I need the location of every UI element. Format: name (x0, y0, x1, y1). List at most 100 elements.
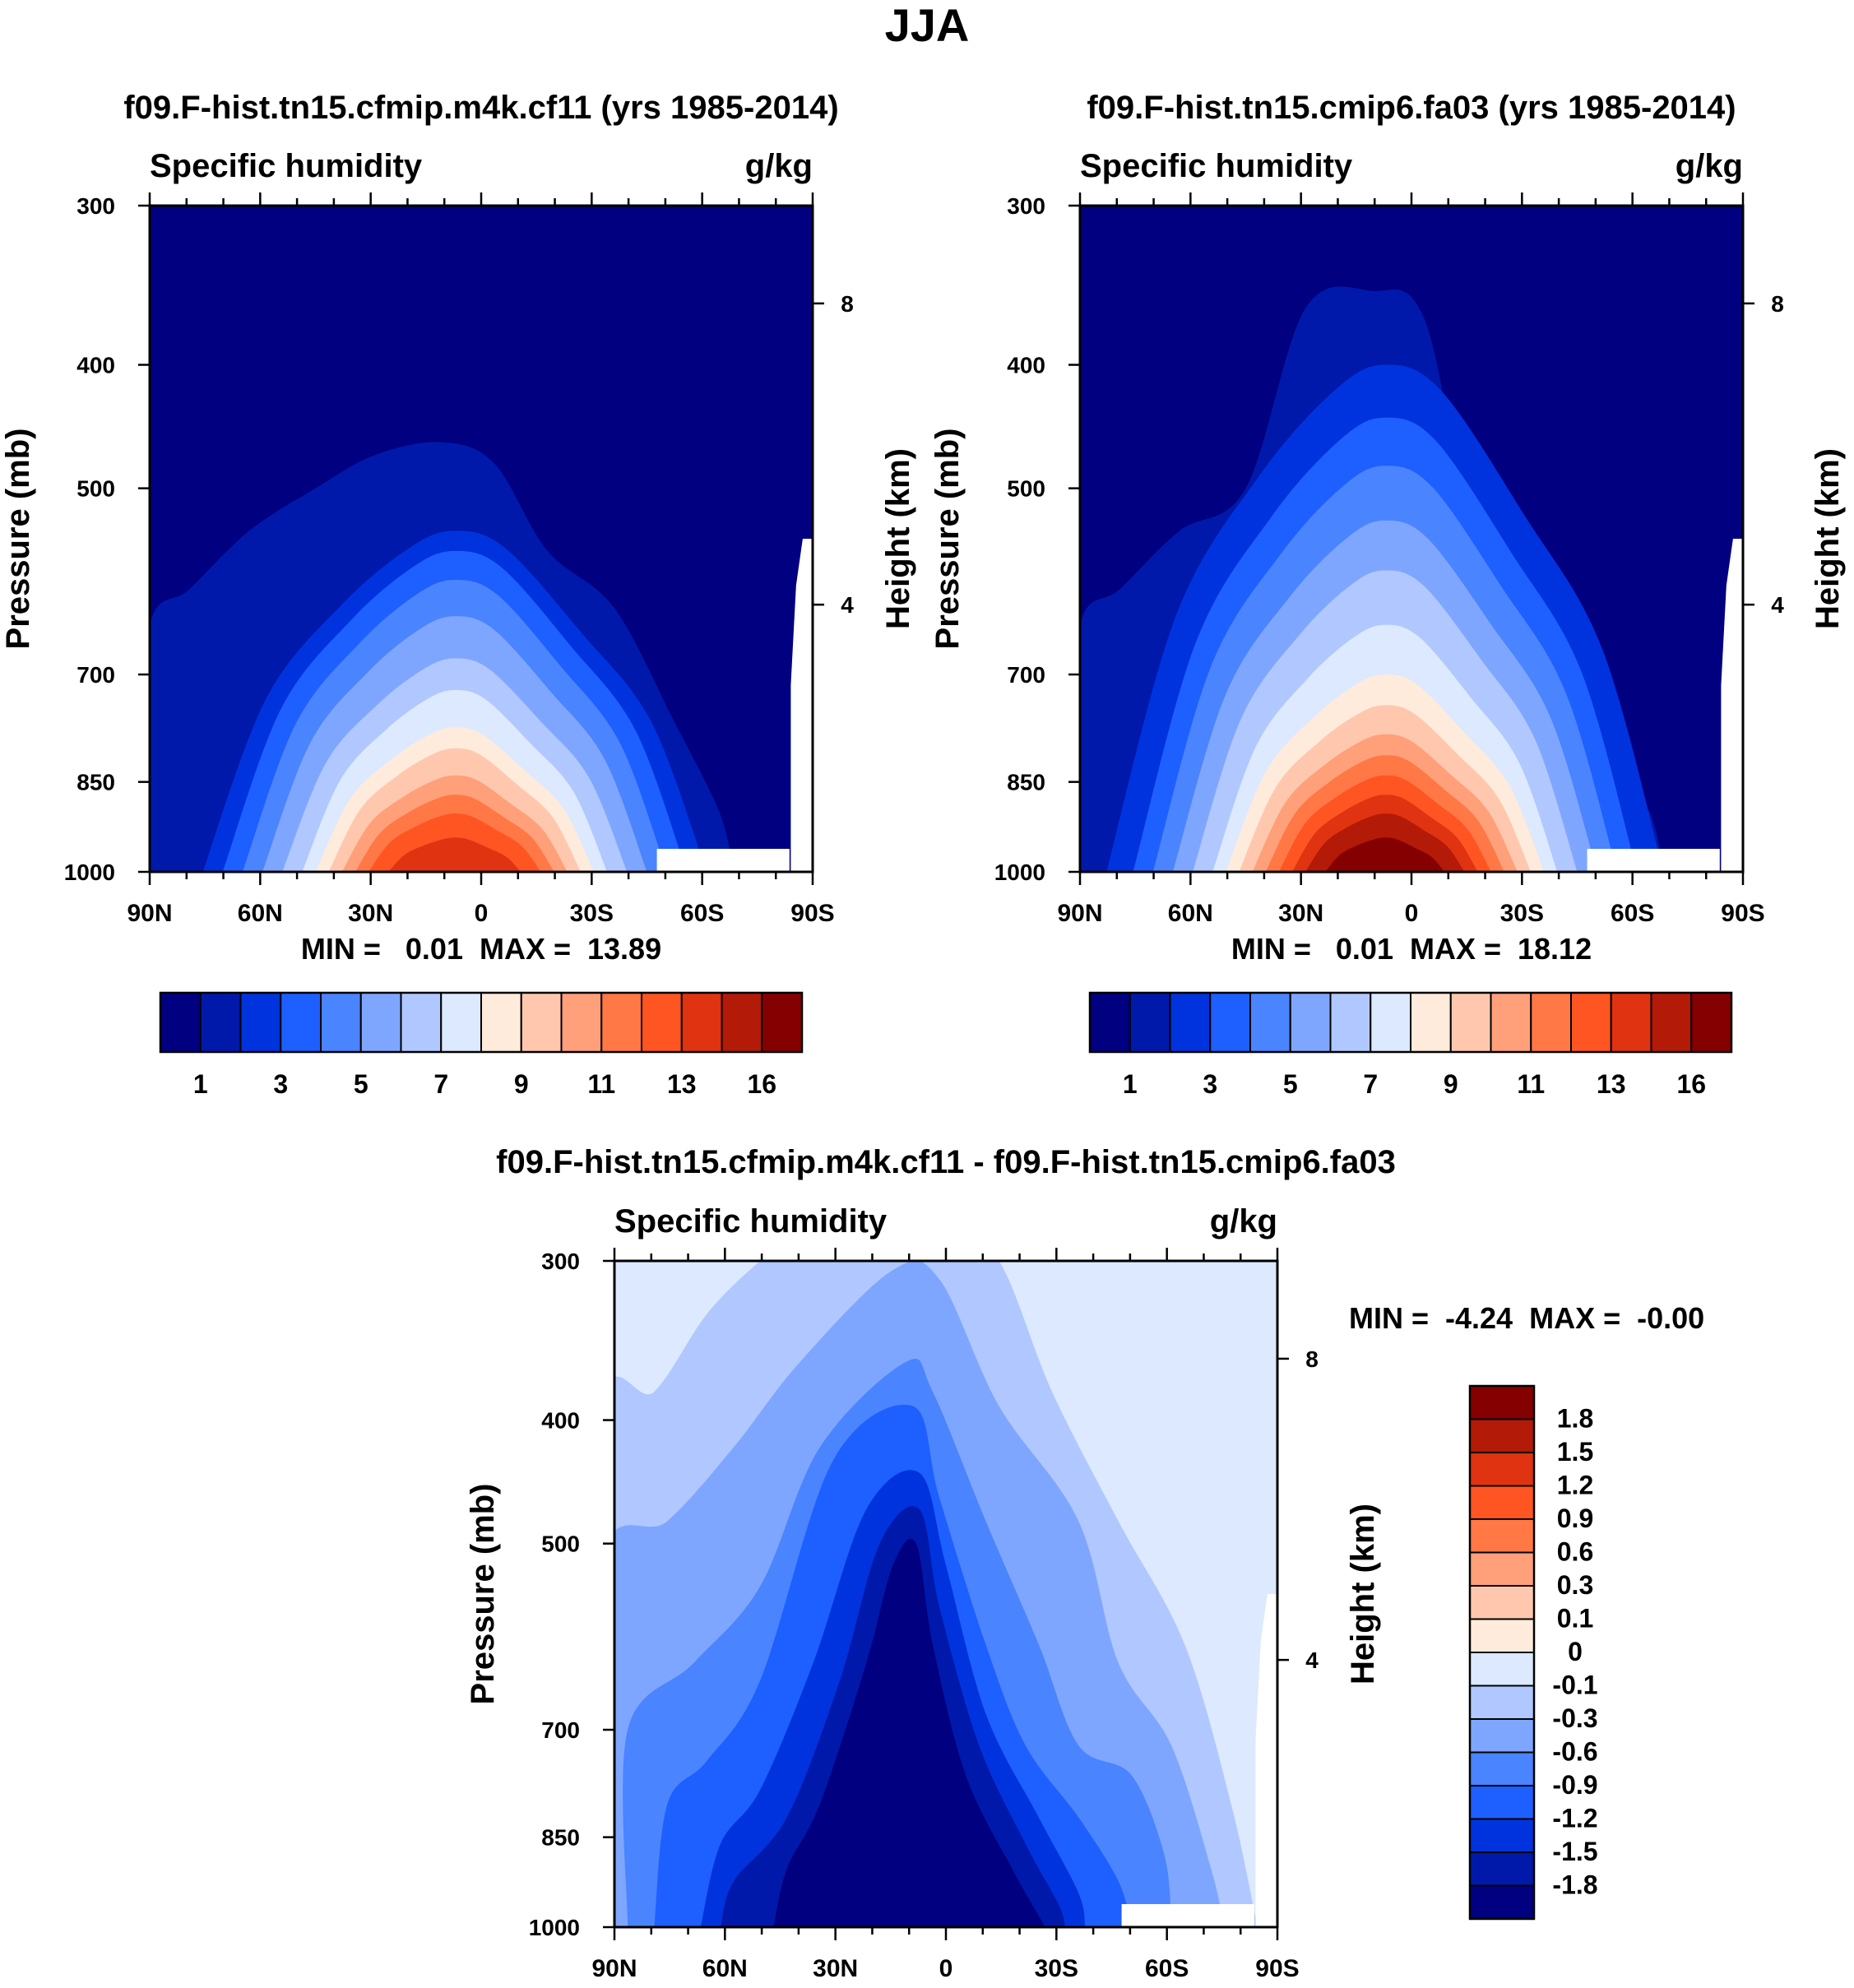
panel-2-colorbar-swatch (1490, 992, 1532, 1053)
panel-1-colorbar-swatch (520, 992, 563, 1053)
panel-3-y-tick-label: 1000 (529, 1915, 580, 1940)
panel-2-colorbar-label: 16 (1676, 1069, 1706, 1099)
panel-1-colorbar-swatch (560, 992, 603, 1053)
panel-3-x-tick-label: 60N (702, 1955, 748, 1982)
panel-1-colorbar-label: 5 (354, 1069, 368, 1099)
panel-2-contour-field (1080, 206, 1743, 872)
panel-3-colorbar-label: 1.8 (1557, 1404, 1593, 1434)
panel-1-colorbar-swatch (359, 992, 402, 1053)
panel-1-colorbar-swatch (280, 992, 322, 1053)
panel-2-colorbar-swatch (1249, 992, 1291, 1053)
panel-2-x-tick-label: 0 (1405, 900, 1419, 927)
panel-1-x-tick-label: 30S (570, 900, 614, 927)
panel-3-missing-region (1121, 1904, 1254, 1927)
panel-3-x-tick-label: 30N (813, 1955, 858, 1982)
panel-1: f09.F-hist.tn15.cfmip.m4k.cf11 (yrs 1985… (0, 90, 916, 1099)
panel-3-h-tick-label: 8 (1305, 1346, 1319, 1372)
panel-1-missing-region (656, 849, 790, 872)
panel-3-colorbar: 1.81.5 1.2 0.9 0.60.3 0.1 0 -0.1 -0.3 -0.6-0.9 -1… (1468, 1384, 1598, 1921)
panel-3-colorbar-swatch (1469, 1618, 1535, 1653)
panel-1-colorbar-label: 7 (433, 1069, 448, 1099)
panel-1-colorbar-swatch (160, 992, 202, 1053)
panel-1-h-tick-label: 8 (841, 291, 854, 317)
panel-2-x-tick-label: 30S (1500, 900, 1544, 927)
panel-2-y-tick-label: 700 (1007, 662, 1045, 688)
panel-1-colorbar-label: 16 (747, 1069, 776, 1099)
panel-3-colorbar-swatch (1469, 1385, 1535, 1420)
panel-2-x-tick-label: 90S (1721, 900, 1764, 927)
panel-2-colorbar-swatch (1530, 992, 1572, 1053)
panel-2-colorbar-swatch (1650, 992, 1693, 1053)
panel-2-x-tick-label: 60S (1611, 900, 1654, 927)
panel-3-ylabel: Pressure (mb) (465, 1484, 501, 1705)
panel-2-axes: 90N 60N 30N 0 30S 60S 90S 300 400 500 700 850 1000 8 4 (994, 192, 1784, 927)
panel-1-level-13 (388, 837, 521, 872)
panel-1-colorbar-swatch (480, 992, 522, 1053)
panel-3-y-tick-label: 300 (541, 1249, 580, 1274)
panel-2-x-tick-label: 60N (1168, 900, 1213, 927)
panel-3-colorbar-swatch (1469, 1785, 1535, 1820)
panel-2-h-tick-label: 4 (1771, 592, 1784, 618)
panel-3-colorbar-label: -1.2 (1552, 1804, 1597, 1833)
panel-2-colorbar-swatch (1410, 992, 1452, 1053)
panel-3-colorbar-swatch (1469, 1452, 1535, 1487)
panel-3-colorbar-swatch (1469, 1884, 1535, 1920)
panel-3-variable-label: Specific humidity (614, 1203, 888, 1240)
panel-2-y-tick-label: 500 (1007, 476, 1045, 502)
panel-3-colorbar-label: -1.5 (1552, 1837, 1597, 1866)
panel-3-colorbar-label: 0.1 (1557, 1604, 1593, 1633)
panel-3-h-tick-label: 4 (1305, 1647, 1319, 1673)
panel-3-axes: 90N 60N 30N 0 30S 60S 90S 300 400 500 700 850 1000 8 4 (529, 1248, 1319, 1982)
panel-2-colorbar-swatch (1570, 992, 1612, 1053)
panel-3-x-tick-label: 90S (1255, 1955, 1299, 1982)
panel-3-colorbar-swatch (1469, 1751, 1535, 1786)
panel-3-ylabel-right: Height (km) (1345, 1504, 1381, 1684)
panel-3-colorbar-label: 0.6 (1557, 1537, 1593, 1567)
panel-3-contour-field (614, 1261, 1277, 1927)
panel-3-colorbar-swatch (1469, 1818, 1535, 1853)
panel-3-title: f09.F-hist.tn15.cfmip.m4k.cf11 - f09.F-h… (496, 1144, 1396, 1180)
panel-3-x-tick-label: 90N (591, 1955, 637, 1982)
panel-1-x-tick-label: 90N (127, 900, 172, 927)
panel-3-colorbar-frame (1468, 1384, 1536, 1921)
panel-2-colorbar-frame (1088, 991, 1733, 1054)
panel-2-colorbar-swatch (1129, 992, 1171, 1053)
panel-1-colorbar-swatch (761, 992, 803, 1053)
panel-3-colorbar-label: 0.3 (1557, 1570, 1593, 1600)
panel-1-colorbar-swatch (320, 992, 362, 1053)
panel-3: f09.F-hist.tn15.cfmip.m4k.cf11 - f09.F-h… (465, 1144, 1704, 1982)
panel-2-level-15 (1325, 837, 1445, 872)
panel-2-y-tick-label: 850 (1007, 770, 1045, 795)
panel-1-y-tick-label: 500 (76, 476, 115, 502)
panel-1-colorbar-swatch (440, 992, 482, 1053)
panel-2-x-tick-label: 90N (1057, 900, 1102, 927)
panel-2-variable-label: Specific humidity (1080, 148, 1353, 184)
panel-3-colorbar-label: 0 (1568, 1637, 1583, 1666)
panel-1-ylabel: Pressure (mb) (0, 429, 36, 650)
panel-3-colorbar-swatch (1469, 1518, 1535, 1554)
panel-3-y-tick-label: 400 (541, 1408, 580, 1434)
panel-3-colorbar-label: 1.5 (1557, 1437, 1593, 1467)
panel-2-ylabel: Pressure (mb) (929, 429, 966, 650)
panel-2-colorbar-label: 5 (1283, 1069, 1298, 1099)
panel-1-x-tick-label: 0 (475, 900, 489, 927)
panel-1-colorbar-swatch (199, 992, 242, 1053)
panel-2-y-tick-label: 400 (1007, 353, 1045, 378)
panel-3-colorbar-swatch (1469, 1485, 1535, 1520)
panel-2-colorbar-label: 11 (1517, 1069, 1545, 1099)
panel-2-missing-region (1587, 849, 1720, 872)
panel-1-y-tick-label: 300 (76, 193, 115, 219)
panel-2-colorbar-label: 9 (1444, 1069, 1458, 1099)
panel-3-colorbar-swatch (1469, 1851, 1535, 1887)
panel-2-colorbar-label: 3 (1203, 1069, 1217, 1099)
panel-3-level-7 (773, 1538, 1045, 1927)
panel-1-x-tick-label: 60N (238, 900, 283, 927)
panel-1-y-tick-label: 850 (76, 770, 115, 795)
panel-1-colorbar-frame (159, 991, 804, 1054)
panel-2-x-tick-label: 30N (1278, 900, 1323, 927)
panel-2-h-tick-label: 8 (1771, 291, 1784, 317)
panel-3-x-tick-label: 60S (1145, 1955, 1189, 1982)
panel-1-ylabel-right: Height (km) (880, 448, 916, 629)
panel-1-colorbar-label: 13 (667, 1069, 697, 1099)
